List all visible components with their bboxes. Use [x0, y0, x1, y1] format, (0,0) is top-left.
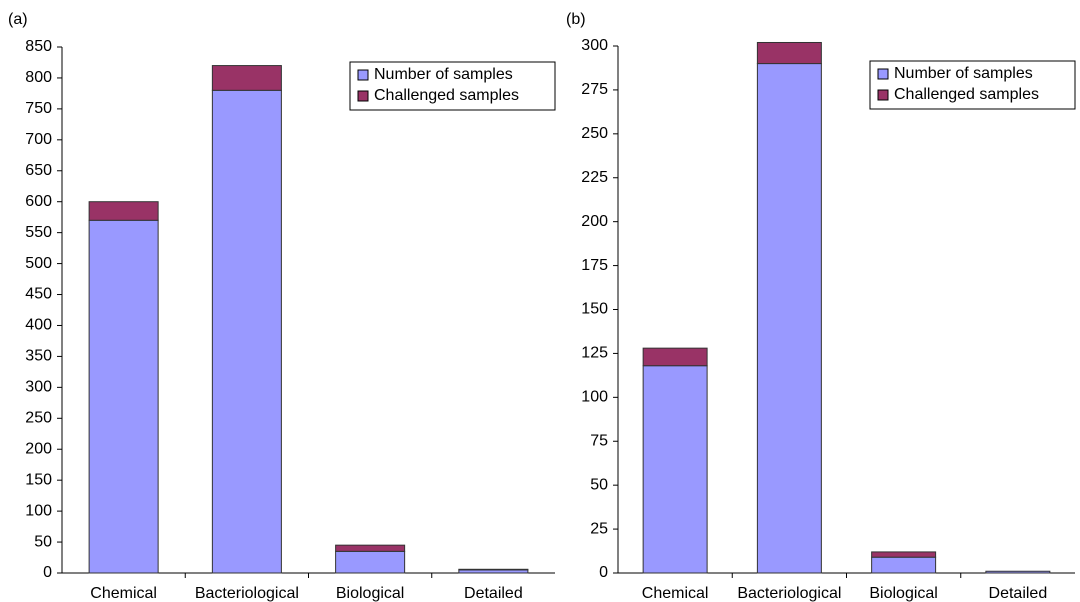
legend-box	[869, 60, 1076, 110]
y-tick-label: 175	[581, 257, 608, 274]
bar	[211, 65, 282, 91]
y-tick-label: 50	[590, 476, 608, 493]
y-tick-label: 350	[25, 348, 52, 365]
y-tick-label: 200	[25, 440, 52, 457]
y-tick-label: 650	[25, 162, 52, 179]
y-tick-label: 750	[25, 100, 52, 117]
y-tick-label: 200	[581, 213, 608, 230]
legend-swatch	[357, 69, 369, 81]
x-tick-label: Detailed	[989, 585, 1048, 602]
y-tick-label: 600	[25, 193, 52, 210]
y-tick-label: 275	[581, 81, 608, 98]
bar	[211, 89, 282, 574]
y-tick-label: 800	[25, 69, 52, 86]
legend-label: Number of samples	[894, 65, 1033, 82]
y-tick-label: 400	[25, 317, 52, 334]
y-tick-label: 0	[43, 564, 52, 581]
y-tick-label: 50	[34, 533, 52, 550]
y-tick-label: 150	[25, 471, 52, 488]
legend-label: Number of samples	[374, 66, 513, 83]
panel-label: (b)	[566, 11, 586, 28]
y-tick-label: 100	[581, 389, 608, 406]
legend-swatch	[877, 89, 889, 101]
x-tick-label: Biological	[336, 585, 404, 602]
y-tick-label: 125	[581, 345, 608, 362]
y-tick-label: 300	[25, 379, 52, 396]
legend-label: Challenged samples	[374, 87, 519, 104]
x-tick-label: Chemical	[90, 585, 157, 602]
bar	[871, 551, 937, 558]
bar	[335, 550, 406, 574]
bar	[756, 63, 822, 574]
y-tick-label: 150	[581, 301, 608, 318]
x-tick-label: Biological	[869, 585, 937, 602]
y-tick-label: 500	[25, 255, 52, 272]
bar	[756, 41, 822, 65]
y-tick-label: 700	[25, 131, 52, 148]
y-tick-label: 25	[590, 520, 608, 537]
y-tick-label: 250	[25, 410, 52, 427]
legend-swatch	[357, 90, 369, 102]
bar	[88, 201, 159, 221]
bar	[642, 347, 708, 367]
x-tick-label: Detailed	[464, 585, 523, 602]
x-tick-label: Chemical	[642, 585, 709, 602]
y-tick-label: 550	[25, 224, 52, 241]
bar	[871, 556, 937, 574]
bar	[458, 568, 529, 571]
y-tick-label: 850	[25, 38, 52, 55]
y-tick-label: 300	[581, 37, 608, 54]
panel-label: (a)	[8, 11, 28, 28]
bar	[335, 544, 406, 552]
bar	[985, 570, 1051, 574]
legend-label: Challenged samples	[894, 86, 1039, 103]
y-tick-label: 0	[599, 564, 608, 581]
y-tick-label: 225	[581, 169, 608, 186]
bar	[88, 219, 159, 574]
x-tick-label: Bacteriological	[737, 585, 841, 602]
bar	[642, 365, 708, 574]
y-tick-label: 250	[581, 125, 608, 142]
legend-box	[349, 61, 556, 111]
legend-swatch	[877, 68, 889, 80]
y-tick-label: 75	[590, 432, 608, 449]
y-tick-label: 450	[25, 286, 52, 303]
y-tick-label: 100	[25, 502, 52, 519]
x-tick-label: Bacteriological	[195, 585, 299, 602]
